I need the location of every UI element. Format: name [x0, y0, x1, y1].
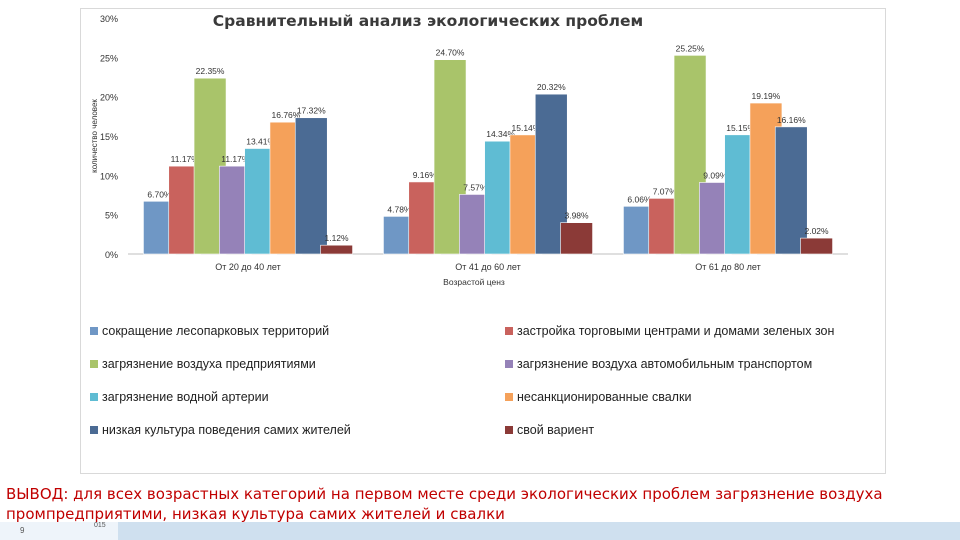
- bar: [560, 222, 593, 255]
- data-label: 2.02%: [804, 226, 829, 236]
- y-tick-label: 5%: [105, 211, 118, 221]
- legend-swatch: [90, 360, 98, 368]
- legend-swatch: [90, 426, 98, 434]
- footer-bar: [0, 522, 960, 540]
- legend-swatch: [505, 327, 513, 335]
- x-axis-label: Возрастой ценз: [443, 277, 505, 287]
- legend-item: застройка торговыми центрами и домами зе…: [505, 324, 834, 338]
- legend-item: загрязнение водной артерии: [90, 390, 269, 404]
- legend-label: загрязнение воздуха предприятиями: [102, 357, 316, 371]
- data-label: 7.57%: [463, 182, 488, 192]
- legend-item: низкая культура поведения самих жителей: [90, 423, 351, 437]
- y-tick-label: 15%: [100, 132, 118, 142]
- legend-label: низкая культура поведения самих жителей: [102, 423, 351, 437]
- y-tick-label: 25%: [100, 53, 118, 63]
- data-label: 7.07%: [653, 186, 678, 196]
- legend-item: сокращение лесопарковых территорий: [90, 324, 329, 338]
- data-label: 13.41%: [246, 137, 275, 147]
- footer-left-block: [0, 522, 118, 540]
- legend-item: свой вариент: [505, 423, 594, 437]
- data-label: 3.98%: [564, 211, 589, 221]
- data-label: 6.06%: [627, 194, 652, 204]
- conclusion-text: ВЫВОД: для всех возрастных категорий на …: [6, 485, 883, 523]
- legend-label: загрязнение водной артерии: [102, 390, 269, 404]
- data-label: 24.70%: [436, 48, 465, 58]
- x-category-label: От 41 до 60 лет: [455, 262, 520, 272]
- data-label: 16.16%: [777, 115, 806, 125]
- legend-swatch: [90, 327, 98, 335]
- legend-item: несанкционированные свалки: [505, 390, 691, 404]
- legend-swatch: [90, 393, 98, 401]
- legend-label: сокращение лесопарковых территорий: [102, 324, 330, 338]
- bar: [774, 126, 808, 255]
- bar: [320, 244, 353, 255]
- data-label: 14.34%: [486, 129, 515, 139]
- y-tick-label: 30%: [100, 14, 118, 24]
- bar: [800, 237, 833, 255]
- data-label: 22.35%: [196, 66, 225, 76]
- legend-item: загрязнение воздуха предприятиями: [90, 357, 316, 371]
- y-tick-label: 20%: [100, 93, 118, 103]
- data-label: 9.16%: [413, 170, 438, 180]
- data-label: 1.12%: [324, 233, 349, 243]
- x-category-label: От 20 до 40 лет: [215, 262, 280, 272]
- x-category-label: От 61 до 80 лет: [695, 262, 760, 272]
- legend-label: застройка торговыми центрами и домами зе…: [517, 324, 835, 338]
- data-label: 17.32%: [297, 106, 326, 116]
- data-label: 15.14%: [512, 123, 541, 133]
- data-label: 25.25%: [676, 43, 705, 53]
- legend-swatch: [505, 393, 513, 401]
- legend-swatch: [505, 426, 513, 434]
- footer-note: 015: [94, 522, 106, 529]
- data-label: 6.70%: [147, 189, 172, 199]
- data-label: 19.19%: [752, 91, 781, 101]
- legend-label: свой вариент: [517, 423, 595, 437]
- y-tick-label: 0%: [105, 250, 118, 260]
- y-axis-label: количество человек: [90, 99, 99, 173]
- legend-swatch: [505, 360, 513, 368]
- data-label: 11.17%: [171, 154, 200, 164]
- bar: [294, 117, 328, 255]
- data-label: 20.32%: [537, 82, 566, 92]
- data-label: 9.09%: [703, 170, 728, 180]
- data-label: 16.76%: [272, 110, 301, 120]
- data-label: 4.78%: [387, 204, 412, 214]
- legend-label: загрязнение воздуха автомобильным трансп…: [517, 357, 813, 371]
- data-label: 15.15%: [726, 123, 755, 133]
- data-label: 11.17%: [221, 154, 250, 164]
- page-number: 9: [20, 526, 25, 535]
- legend-item: загрязнение воздуха автомобильным трансп…: [505, 357, 812, 371]
- chart-title: Сравнительный анализ экологических пробл…: [213, 12, 643, 30]
- y-tick-label: 10%: [100, 171, 118, 181]
- legend-label: несанкционированные свалки: [517, 390, 692, 404]
